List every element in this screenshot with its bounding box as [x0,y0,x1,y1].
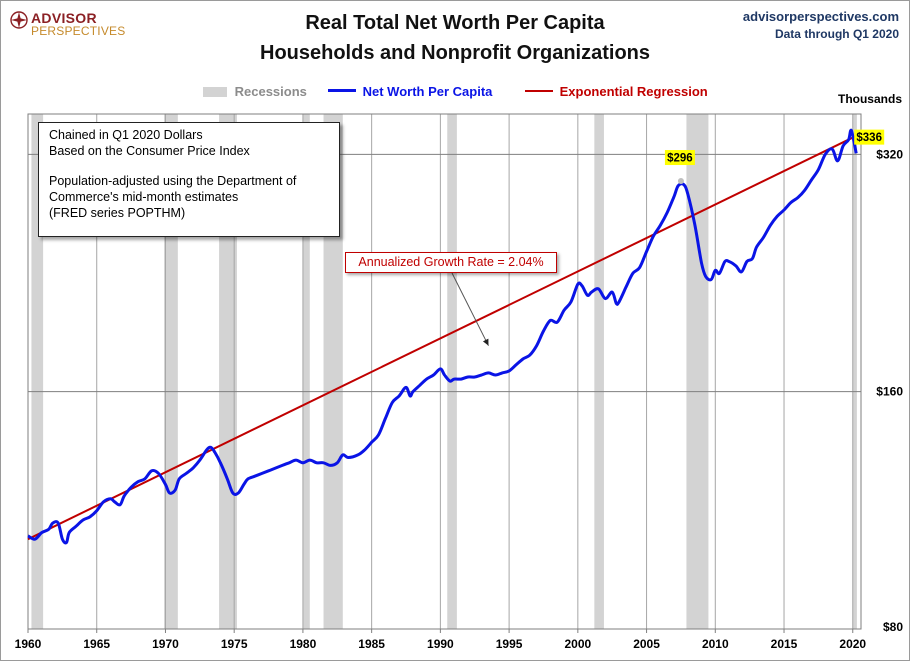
x-tick-label: 1980 [290,637,317,651]
recession-bands [31,114,857,629]
regression-swatch [525,90,553,92]
x-tick-label: 2020 [839,637,866,651]
x-tick-label: 1975 [221,637,248,651]
recession-band-5 [323,114,343,629]
callout-label: $336 [856,132,882,144]
recession-band-3 [219,114,237,629]
chart-subtitle: Households and Nonprofit Organizations [260,42,650,64]
advisor-perspectives-logo: ADVISOR PERSPECTIVES [10,9,140,39]
source-note: Data through Q1 2020 [774,27,899,41]
y-axis-ticks: $80 $160 $320 [876,147,903,634]
methodology-note: Chained in Q1 2020 Dollars Based on the … [38,122,340,237]
recession-band-7 [594,114,604,629]
x-axis-ticks: 1960 1965 1970 1975 1980 1985 1990 1995 2000 2005… [15,629,866,651]
y-tick-label: $160 [876,385,903,399]
callout-box [854,129,885,145]
x-tick-label: 1995 [496,637,523,651]
x-tick-label: 1960 [15,637,42,651]
units-label: Thousands [837,92,902,106]
growth-rate-label: Annualized Growth Rate = 2.04% [345,252,557,273]
x-tick-label: 1965 [83,637,110,651]
note-line-2: Based on the Consumer Price Index [49,144,250,158]
peak-marker [677,178,684,185]
source-site: advisorperspectives.com [742,9,899,24]
legend-net-worth-label: Net Worth Per Capita [362,84,493,99]
annotations-layer: $296 $336 [451,129,885,346]
recession-band-8 [686,114,709,629]
note-line-3: Population-adjusted using the Department… [49,174,297,188]
legend-recessions-label: Recessions [234,84,307,99]
legend-recessions: Recessions [203,84,307,99]
x-tick-label: 1990 [427,637,454,651]
note-line-5: (FRED series POPTHM) [49,206,186,220]
recession-band-6 [447,114,457,629]
recession-swatch [203,87,227,97]
legend-regression: Exponential Regression [525,84,708,99]
series-layer [27,128,862,545]
recession-band-9 [852,114,857,629]
x-tick-label: 2000 [564,637,591,651]
logo-line2: PERSPECTIVES [31,24,126,38]
legend-regression-label: Exponential Regression [559,84,708,99]
plot-area [27,113,862,630]
logo-line1: ADVISOR [31,10,97,26]
recession-band-4 [302,114,310,629]
chart-title: Real Total Net Worth Per Capita [305,12,605,34]
net-worth-swatch [328,89,356,92]
x-tick-label: 2005 [633,637,660,651]
growth-rate-arrow [451,272,489,346]
y-tick-label: $80 [883,620,903,634]
recession-band-1 [31,114,44,629]
note-line-4: Commerce's mid-month estimates [49,190,239,204]
recession-band-2 [164,114,178,629]
legend-net-worth: Net Worth Per Capita [328,84,492,99]
note-line-1: Chained in Q1 2020 Dollars [49,128,203,142]
growth-rate-arrowhead [482,338,489,346]
callout-label: $296 [667,153,693,165]
compass-rose-icon [10,11,28,29]
net-worth-line [27,128,858,545]
regression-line [27,132,862,541]
callout-box [664,150,695,166]
x-tick-label: 1985 [358,637,385,651]
x-tick-label: 1970 [152,637,179,651]
y-tick-label: $320 [876,147,903,161]
x-tick-label: 2010 [702,637,729,651]
x-tick-label: 2015 [771,637,798,651]
